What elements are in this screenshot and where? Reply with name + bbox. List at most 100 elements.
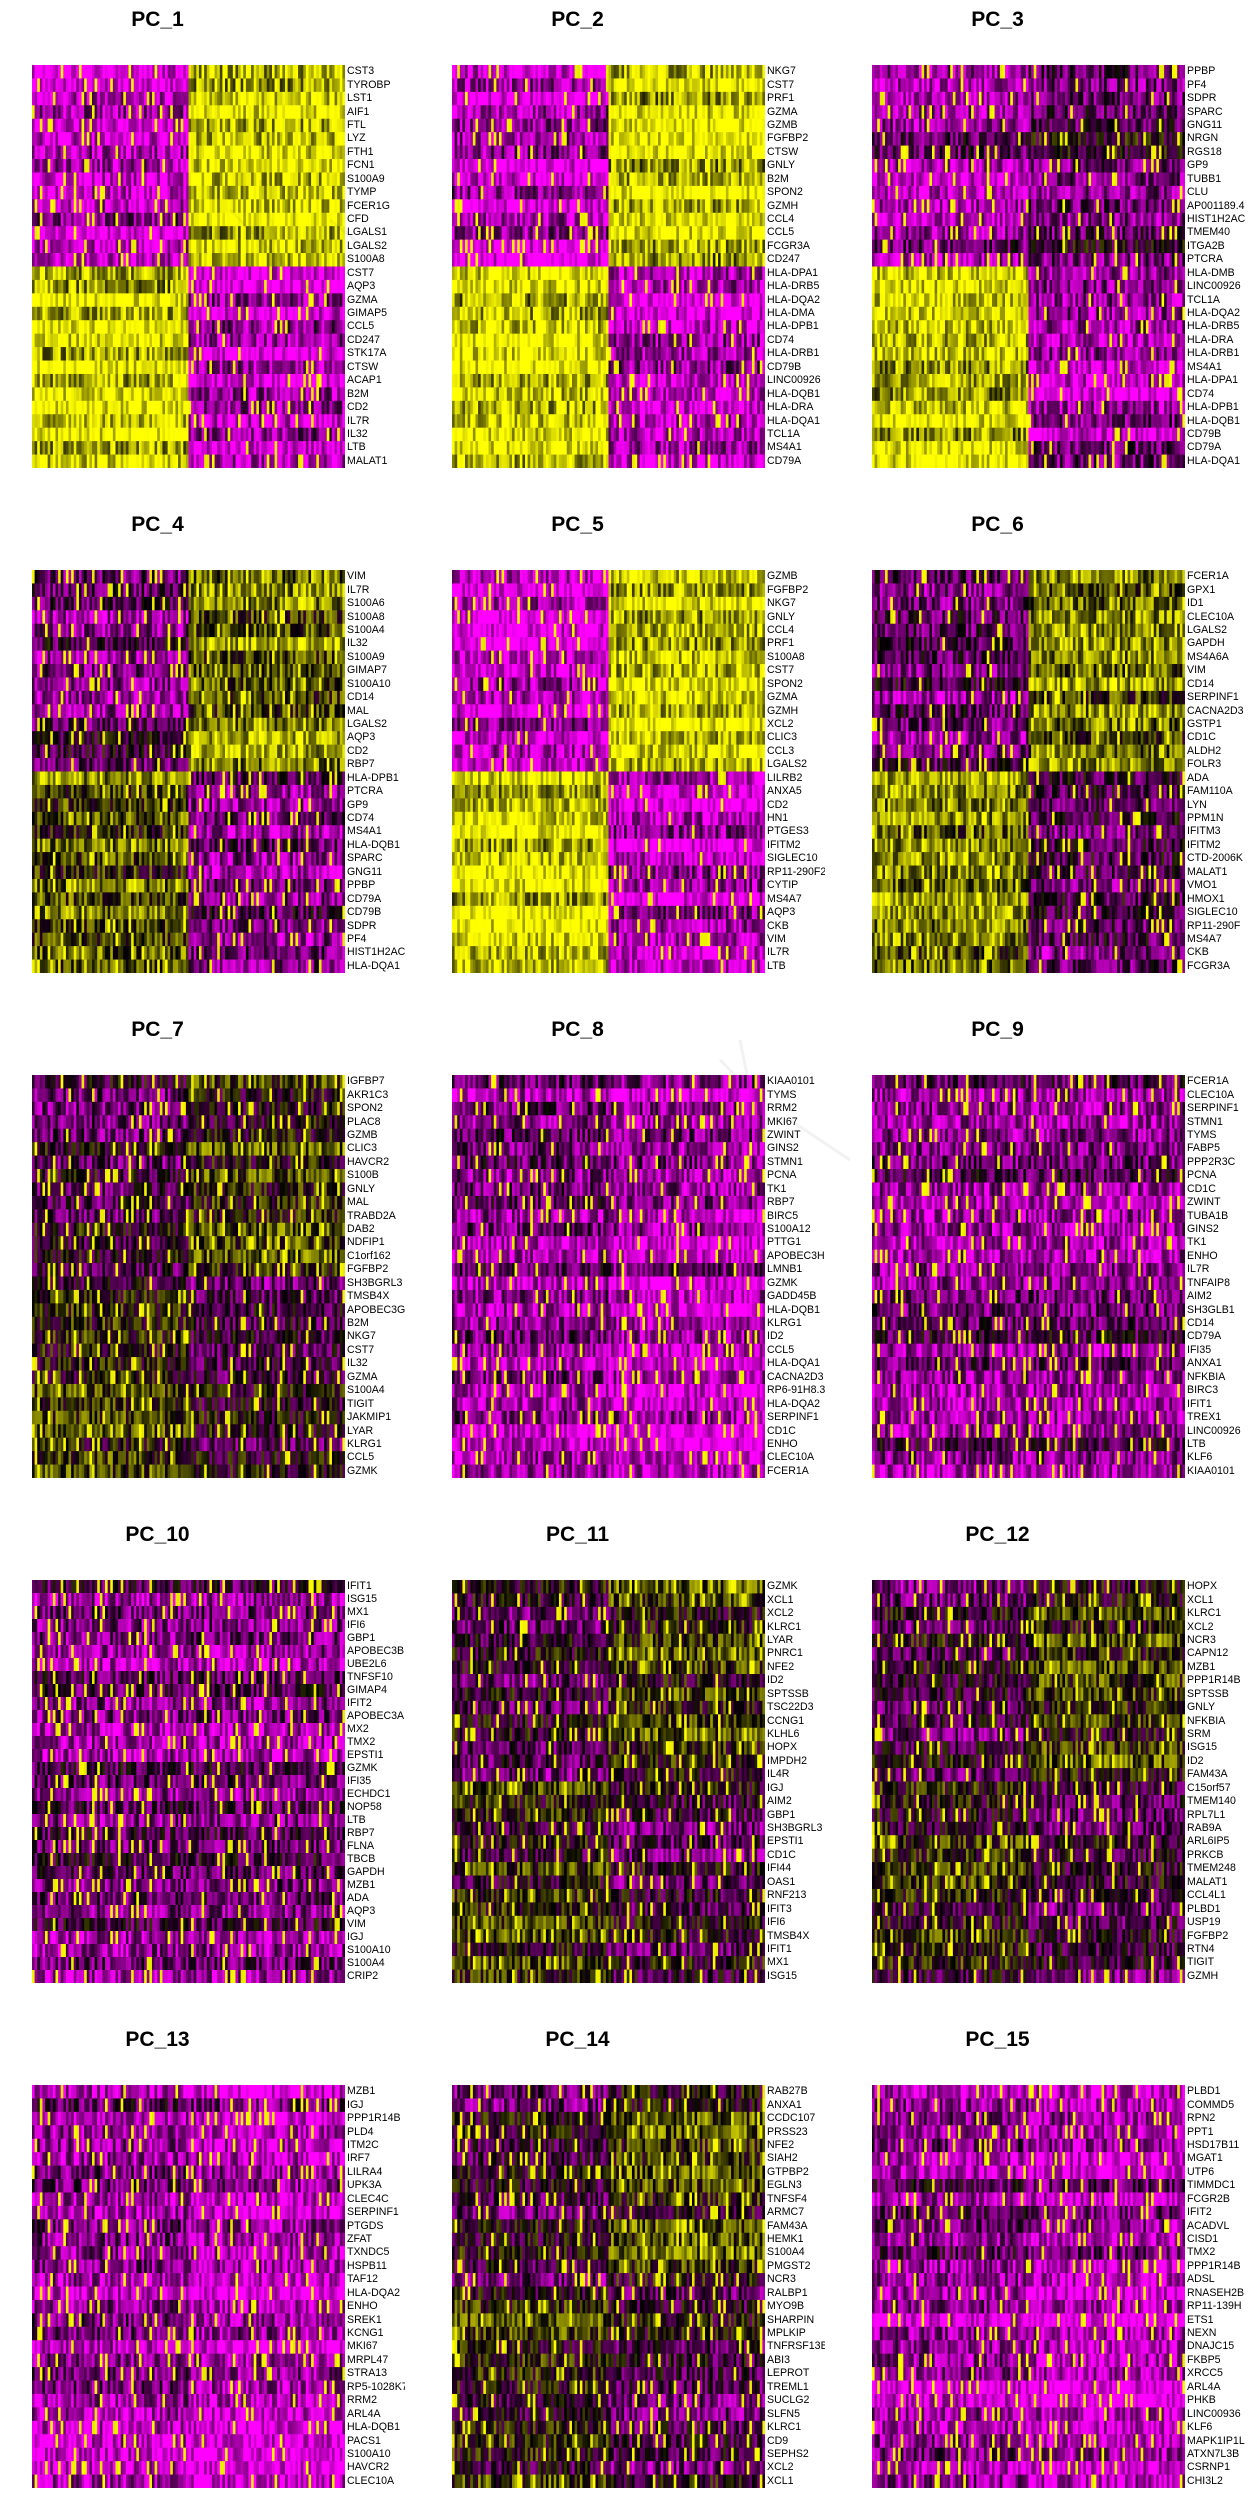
heatmap-cell: [337, 226, 341, 241]
heatmap-cell: [193, 373, 197, 388]
heatmap-cell: [324, 293, 328, 308]
heatmap-cell: [253, 400, 257, 415]
heatmap-cell: [162, 226, 166, 241]
heatmap-cell: [279, 239, 283, 254]
heatmap-cell: [84, 185, 88, 200]
heatmap-cell: [600, 145, 604, 160]
heatmap-cell: [225, 266, 229, 281]
heatmap-cell: [209, 347, 213, 361]
heatmap-cell: [269, 185, 273, 200]
heatmap-cell: [120, 414, 124, 429]
heatmap-cell: [600, 118, 604, 133]
heatmap-row: [32, 65, 345, 79]
heatmap-cell: [292, 320, 296, 335]
heatmap-cell: [144, 414, 148, 429]
heatmap-cell: [58, 266, 62, 281]
heatmap-cell: [214, 65, 218, 79]
heatmap-cell: [738, 65, 742, 79]
heatmap-cell: [603, 91, 607, 106]
heatmap-cell: [47, 279, 51, 294]
heatmap-cell: [248, 212, 252, 227]
heatmap-cell: [188, 387, 192, 402]
heatmap-cell: [472, 65, 476, 79]
heatmap-cell: [172, 266, 176, 281]
heatmap-cell: [206, 253, 210, 267]
heatmap-cell: [32, 78, 36, 93]
heatmap-cell: [68, 279, 72, 294]
heatmap-cell: [264, 441, 268, 455]
heatmap-cell: [509, 105, 513, 120]
heatmap-cell: [243, 65, 247, 79]
heatmap-cell: [214, 360, 218, 375]
heatmap-cell: [73, 65, 77, 79]
heatmap-cell: [97, 212, 101, 227]
heatmap-cell: [746, 78, 750, 93]
heatmap-cell: [274, 226, 278, 241]
heatmap-cell: [170, 105, 174, 120]
heatmap-cell: [235, 118, 239, 133]
heatmap-cell: [326, 306, 330, 321]
heatmap-cell: [579, 145, 583, 160]
heatmap-cell: [266, 347, 270, 361]
heatmap-cell: [144, 333, 148, 348]
heatmap-cell: [55, 159, 59, 173]
heatmap-cell: [264, 239, 268, 254]
heatmap-cell: [718, 185, 722, 200]
heatmap-cell: [699, 105, 703, 120]
heatmap-row: [32, 212, 345, 227]
heatmap-cell: [251, 159, 255, 173]
heatmap-cell: [131, 132, 135, 146]
heatmap-cell: [159, 185, 163, 200]
heatmap-cell: [138, 293, 142, 308]
heatmap-cell: [120, 347, 124, 361]
heatmap-cell: [107, 145, 111, 160]
heatmap-cell: [686, 105, 690, 120]
heatmap-cell: [561, 145, 565, 160]
heatmap-cell: [118, 293, 122, 308]
heatmap-cell: [655, 132, 659, 146]
heatmap-cell: [217, 387, 221, 402]
heatmap-cell: [579, 172, 583, 187]
heatmap-cell: [253, 293, 257, 308]
heatmap-cell: [175, 373, 179, 388]
heatmap-cell: [42, 266, 46, 281]
heatmap-cell: [658, 132, 662, 146]
heatmap-cell: [198, 185, 202, 200]
heatmap-cell: [626, 91, 630, 106]
heatmap-cell: [209, 306, 213, 321]
heatmap-cell: [193, 105, 197, 120]
heatmap-cell: [261, 132, 265, 146]
heatmap-cell: [60, 132, 64, 146]
heatmap-cell: [626, 65, 630, 79]
heatmap-cell: [37, 199, 41, 214]
heatmap-cell: [34, 226, 38, 241]
heatmap-cell: [590, 132, 594, 146]
heatmap-cell: [339, 347, 343, 361]
heatmap-cell: [243, 360, 247, 375]
heatmap-cell: [715, 199, 719, 214]
heatmap-cell: [157, 306, 161, 321]
heatmap-cell: [694, 172, 698, 187]
heatmap-cell: [55, 454, 59, 468]
heatmap-cell: [634, 78, 638, 93]
heatmap-cell: [342, 279, 345, 294]
heatmap-cell: [110, 427, 114, 442]
heatmap-cell: [691, 91, 695, 106]
heatmap-cell: [540, 78, 544, 93]
heatmap-cell: [178, 293, 182, 308]
heatmap-cell: [339, 78, 343, 93]
heatmap-cell: [167, 199, 171, 214]
heatmap-cell: [170, 78, 174, 93]
heatmap-cell: [47, 118, 51, 133]
heatmap-cell: [128, 266, 132, 281]
heatmap-cell: [504, 105, 508, 120]
heatmap-cell: [754, 132, 758, 146]
heatmap-cell: [269, 333, 273, 348]
heatmap-cell: [115, 333, 119, 348]
heatmap-cell: [97, 78, 101, 93]
heatmap-cell: [185, 293, 189, 308]
heatmap-cell: [459, 105, 463, 120]
heatmap-cell: [78, 347, 82, 361]
heatmap-cell: [99, 454, 103, 468]
heatmap-cell: [81, 105, 85, 120]
